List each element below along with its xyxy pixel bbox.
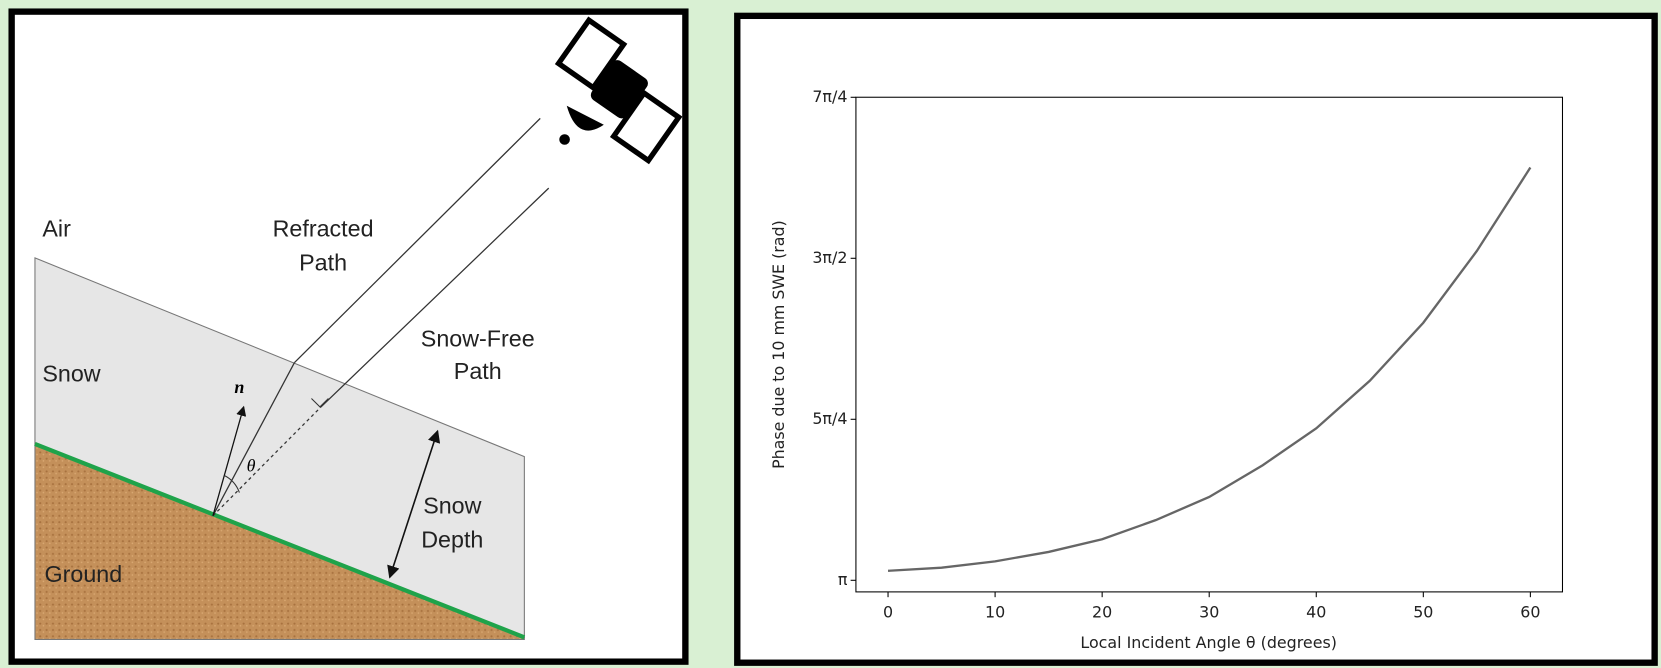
- label: Path: [454, 358, 502, 384]
- x-tick-label: 0: [883, 603, 893, 622]
- y-tick-label: 5π/4: [812, 409, 847, 428]
- label: Ground: [44, 561, 122, 587]
- y-tick-label: π: [838, 570, 848, 589]
- label: θ: [247, 455, 256, 475]
- x-tick-label: 50: [1413, 603, 1433, 622]
- label: Depth: [421, 526, 483, 552]
- label: Path: [299, 249, 347, 275]
- screen: Air Snow Ground Refracted Path Snow-Free…: [0, 0, 1661, 668]
- label: n: [234, 377, 244, 397]
- y-axis-title: Phase due to 10 mm SWE (rad): [769, 220, 788, 469]
- panel-frame: [737, 16, 1654, 663]
- label: Refracted: [273, 216, 374, 242]
- x-tick-label: 60: [1520, 603, 1540, 622]
- label: Snow-Free: [421, 325, 535, 351]
- x-tick-label: 10: [985, 603, 1005, 622]
- label: Snow: [42, 360, 100, 386]
- diagram-panel: Air Snow Ground Refracted Path Snow-Free…: [12, 12, 686, 662]
- chart-panel: Local Incident Angle θ (degrees) Phase d…: [737, 16, 1654, 663]
- y-tick-label: 3π/2: [812, 248, 847, 267]
- label: Air: [42, 216, 71, 242]
- x-tick-label: 40: [1306, 603, 1326, 622]
- x-tick-label: 20: [1092, 603, 1112, 622]
- label: Snow: [423, 492, 481, 518]
- x-axis-title: Local Incident Angle θ (degrees): [1080, 633, 1337, 652]
- x-tick-label: 30: [1199, 603, 1219, 622]
- page: {"diagram": {"labels": {"air": "Air", "s…: [0, 0, 1661, 668]
- y-tick-label: 7π/4: [812, 87, 847, 106]
